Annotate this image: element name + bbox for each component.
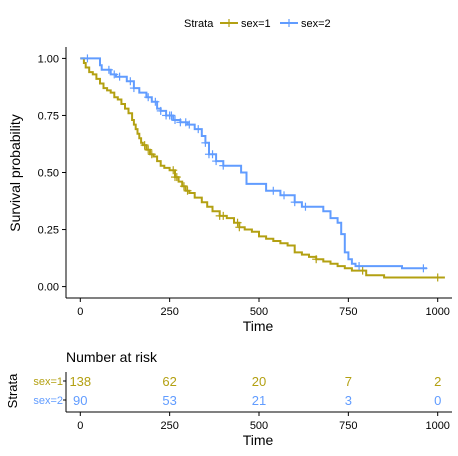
y-tick-label: 0.00 [38,282,59,294]
censor-mark [126,77,135,86]
censor-mark [312,255,321,264]
risk-row-label: sex=2 [33,395,63,407]
survival-step-line [80,57,445,279]
risk-x-tick-label: 750 [339,420,357,432]
risk-count: 20 [252,374,266,389]
y-tick-label: 0.75 [38,110,59,122]
legend-key-sex1 [220,19,238,27]
risk-count: 0 [434,393,441,408]
x-tick-label: 0 [77,306,83,318]
series-sex1 [80,57,445,282]
censor-mark [129,84,138,93]
x-tick-label: 1000 [425,306,449,318]
censor-mark [280,191,289,200]
censor-mark [104,65,113,74]
censor-mark [110,70,119,79]
y-ticks: 0.00 0.25 0.50 0.75 1.00 [38,53,66,294]
legend-label-sex2: sex=2 [301,18,331,30]
risk-x-tick-label: 1000 [425,420,449,432]
censor-mark [172,173,181,182]
risk-x-tick-label: 250 [160,420,178,432]
x-tick-label: 500 [250,306,268,318]
risk-x-tick-label: 500 [250,420,268,432]
censor-mark [83,54,92,63]
risk-table-title: Number at risk [66,349,158,365]
censor-mark [169,166,178,175]
risk-count: 2 [434,374,441,389]
legend: Strata sex=1 sex=2 [184,18,331,30]
censor-mark [301,202,310,211]
censor-mark [179,182,188,191]
censor-mark [219,161,228,170]
risk-count: 138 [69,374,91,389]
censor-mark [433,273,442,282]
risk-count: 53 [162,393,176,408]
x-tick-label: 250 [160,306,178,318]
risk-count: 7 [345,374,352,389]
censor-mark [140,141,149,150]
censor-mark [194,125,203,134]
censor-mark [151,97,160,106]
censor-mark [167,111,176,120]
censor-mark [290,198,299,207]
x-axis-label: Time [243,318,274,334]
censor-mark [171,116,180,125]
risk-count: 21 [252,393,266,408]
risk-row-label: sex=1 [33,376,63,388]
risk-count: 90 [73,393,87,408]
censor-mark [208,150,217,159]
risk-table-x-label: Time [243,432,274,448]
censor-mark [233,218,242,227]
censor-mark [144,93,153,102]
censor-mark [144,145,153,154]
censor-mark [201,138,210,147]
risk-table-body: sex=1 138 62 20 7 2 sex=2 90 53 21 3 0 [33,374,441,408]
censor-mark [358,266,367,275]
censor-mark [219,211,228,220]
y-axis-label: Survival probability [7,114,23,232]
censor-mark [355,262,364,271]
risk-count: 3 [345,393,352,408]
x-ticks: 0 250 500 750 1000 [77,298,450,318]
censor-mark [156,106,165,115]
survival-step-line [80,57,427,270]
censor-mark [269,186,278,195]
y-tick-label: 0.50 [38,168,59,180]
risk-x-tick-label: 0 [77,420,83,432]
legend-title: Strata [184,18,214,30]
x-tick-label: 750 [339,306,357,318]
risk-table-y-label: Strata [5,373,20,408]
risk-count: 62 [162,374,176,389]
y-tick-label: 1.00 [38,53,59,65]
legend-key-sex2 [280,19,298,27]
censor-mark [183,186,192,195]
censor-mark [235,223,244,232]
plot-area [80,54,445,282]
censor-mark [185,120,194,129]
legend-label-sex1: sex=1 [241,18,271,30]
risk-table-x-ticks: 0 250 500 750 1000 [77,412,450,432]
censor-mark [212,157,221,166]
y-tick-label: 0.25 [38,225,59,237]
series-sex2 [80,54,428,273]
censor-mark [115,72,124,81]
censor-mark [147,150,156,159]
censor-mark [419,264,428,273]
